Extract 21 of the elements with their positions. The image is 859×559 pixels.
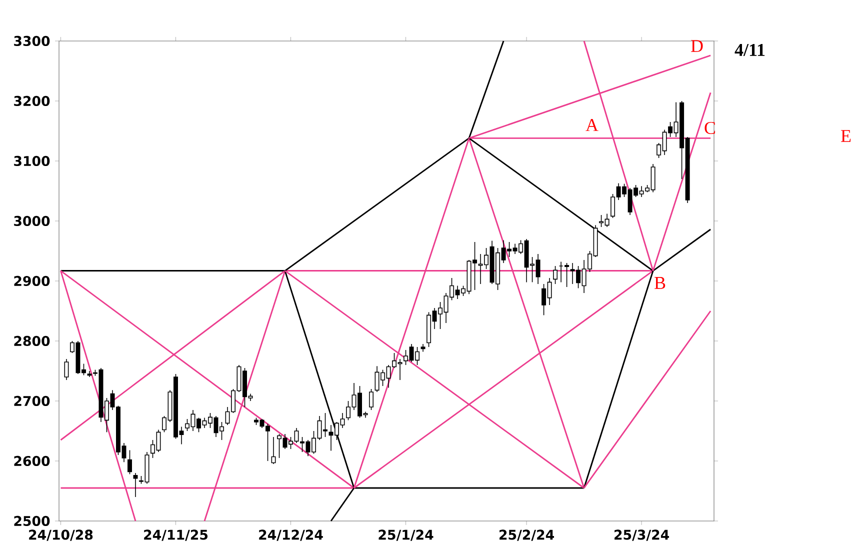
x-tick-label: 25/2/24 <box>500 530 554 541</box>
annotation: D <box>691 40 703 52</box>
x-tick-label: 24/12/24 <box>259 530 323 541</box>
y-tick-label: 2900 <box>14 276 50 286</box>
annotation: B <box>654 277 666 289</box>
text: 4/11 <box>734 44 765 56</box>
y-tick-label: 3200 <box>14 96 50 106</box>
y-tick-label: 2700 <box>14 396 50 406</box>
x-tick-label: 25/3/24 <box>614 530 670 541</box>
y-tick-label: 2600 <box>14 456 50 466</box>
x-tick-label: 24/10/28 <box>29 530 93 541</box>
y-tick-label: 3300 <box>14 36 50 46</box>
y-tick-label: 3000 <box>14 216 50 226</box>
annotation: C <box>704 122 716 134</box>
y-tick-label: 3100 <box>14 156 50 166</box>
x-tick-label: 25/1/24 <box>378 530 434 541</box>
annotation: A <box>586 119 598 131</box>
y-tick-label: 2500 <box>14 516 50 526</box>
x-tick-label: 24/11/25 <box>144 530 208 541</box>
y-tick-label: 2800 <box>14 336 50 346</box>
text: E <box>841 130 851 142</box>
